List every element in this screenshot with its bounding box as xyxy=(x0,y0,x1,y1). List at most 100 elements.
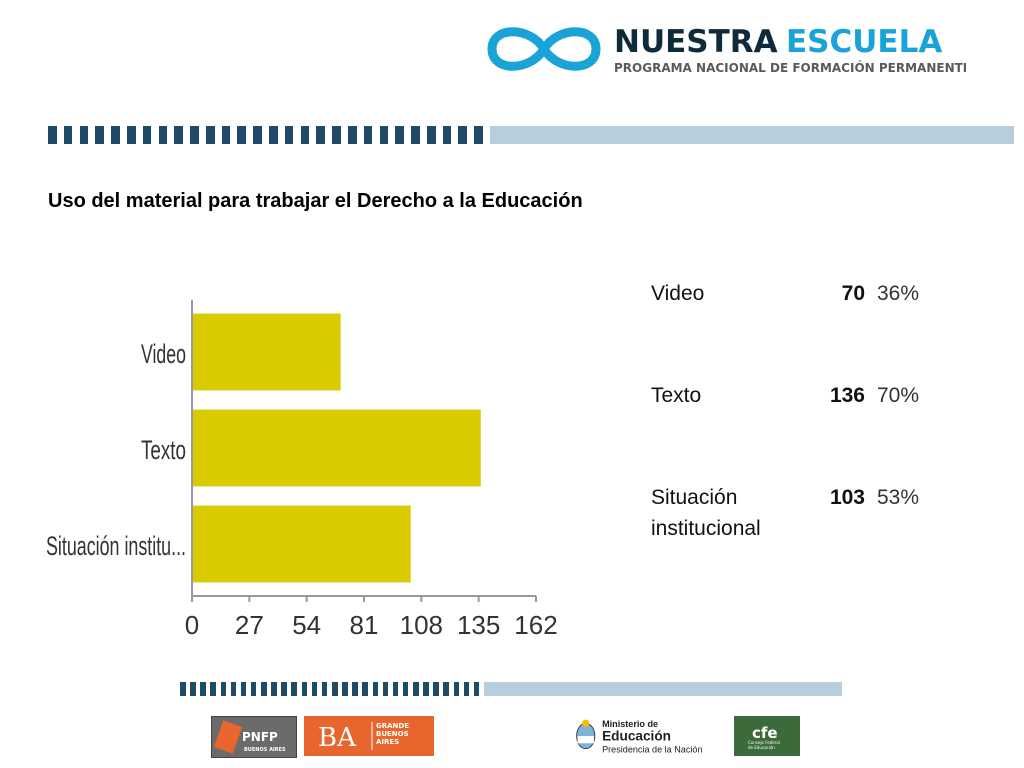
stripe-dash xyxy=(111,126,120,144)
stripe-dash xyxy=(210,682,216,696)
stripe-dash xyxy=(382,682,389,696)
stripe-dash xyxy=(342,682,348,696)
stripe-dash xyxy=(411,126,420,144)
stripe-dash xyxy=(200,682,206,696)
pnfp-sub: BUENOS AIRES xyxy=(244,747,286,753)
row-percent: 53% xyxy=(877,486,920,509)
row-percent: 36% xyxy=(877,282,920,305)
x-tick-label-1: 27 xyxy=(235,610,264,640)
x-tick-label-5: 135 xyxy=(457,610,500,640)
x-tick-label-2: 54 xyxy=(292,610,321,640)
cfe-text: cfe xyxy=(752,724,778,742)
stripe-dash xyxy=(63,126,73,144)
stripe-dash xyxy=(79,126,89,144)
stripe-dash xyxy=(221,126,231,144)
summary-table: Video 70 36% Texto 136 70% Situación ins… xyxy=(651,278,971,584)
category-label-1: Texto xyxy=(141,435,186,465)
stripe-dash xyxy=(379,126,389,144)
stripe-dash xyxy=(442,126,452,144)
stripe-dash xyxy=(253,126,262,144)
stripe-dash xyxy=(332,682,338,696)
stripe-dash xyxy=(433,682,439,696)
argentina-shield-icon xyxy=(576,719,596,750)
bar-2 xyxy=(193,505,411,583)
stripe-dash xyxy=(473,682,480,696)
stripe-dash xyxy=(347,126,357,144)
stripe-dash xyxy=(372,682,379,696)
ba-text: BA xyxy=(318,723,357,753)
stripe-dash xyxy=(443,682,450,696)
x-tick-label-0: 0 xyxy=(185,610,199,640)
bottom-divider-stripe xyxy=(180,682,842,696)
cfe-logo: cfe Consejo Federal de Educación xyxy=(734,716,800,756)
footer-logos: PNFP BUENOS AIRES BA GRANDE BUENOS AIRES… xyxy=(180,712,820,760)
stripe-dash xyxy=(271,682,277,696)
stripe-dash xyxy=(352,682,358,696)
row-label: Video xyxy=(651,282,705,305)
ministerio-line-3: Presidencia de la Nación xyxy=(602,744,702,754)
stripe-dash xyxy=(395,126,404,144)
stripe-dash xyxy=(237,126,247,144)
stripe-dash xyxy=(291,682,298,696)
stripe-dash xyxy=(362,682,368,696)
stripe-dash xyxy=(174,126,183,144)
stripe-dash xyxy=(463,682,470,696)
stripe-dash xyxy=(392,682,399,696)
stripe-dash xyxy=(250,682,257,696)
brand-title-a: NUESTRA xyxy=(614,24,778,60)
stripe-dash xyxy=(300,126,310,144)
stripe-dash xyxy=(413,682,419,696)
stripe-dash xyxy=(190,682,196,696)
ministerio-educacion-logo: Ministerio de Educación Presidencia de l… xyxy=(576,719,703,754)
row-label: Situación institucional xyxy=(651,486,761,540)
brand-title-b: ESCUELA xyxy=(786,24,942,60)
stripe-dash xyxy=(48,126,57,144)
ministerio-line-2: Educación xyxy=(602,729,671,744)
stripe-dash xyxy=(281,682,287,696)
stripe-dash xyxy=(126,126,136,144)
category-label-2: Situación institu... xyxy=(46,531,186,561)
stripe-dash xyxy=(301,682,308,696)
stripe-dash xyxy=(426,126,436,144)
cfe-sub: Consejo Federal de Educación xyxy=(748,740,780,750)
table-row: Texto 136 70% xyxy=(651,380,971,482)
brand-subtitle: PROGRAMA NACIONAL DE FORMACIÓN PERMANENT… xyxy=(614,60,966,75)
stripe-dash xyxy=(402,682,409,696)
stripe-dash xyxy=(240,682,247,696)
ministerio-line-1: Ministerio de xyxy=(602,719,658,729)
slide-title: Uso del material para trabajar el Derech… xyxy=(48,190,583,212)
bar-0 xyxy=(193,313,341,391)
row-count: 103 xyxy=(829,486,865,509)
row-count: 70 xyxy=(841,282,865,305)
stripe-dash xyxy=(453,682,460,696)
stripe-dash xyxy=(311,682,318,696)
bar-1 xyxy=(193,409,481,487)
stripe-dash xyxy=(316,126,326,144)
stripe-dash xyxy=(220,682,227,696)
stripe-dash xyxy=(190,126,199,144)
x-tick-label-3: 81 xyxy=(350,610,379,640)
stripe-dash xyxy=(332,126,341,144)
x-tick-label-4: 108 xyxy=(400,610,443,640)
stripe-dash xyxy=(261,682,267,696)
stripe-dash xyxy=(230,682,237,696)
nuestra-escuela-logo: NUESTRA ESCUELA PROGRAMA NACIONAL DE FOR… xyxy=(487,24,966,75)
stripe-dash xyxy=(458,126,468,144)
horizontal-bar-chart: Video Texto Situación institu... 0 27 54 81 10… xyxy=(46,300,558,640)
row-count: 136 xyxy=(829,384,865,407)
ba-sub: GRANDE BUENOS AIRES xyxy=(376,722,410,746)
pnfp-logo: PNFP BUENOS AIRES xyxy=(211,716,297,758)
stripe-dash xyxy=(158,126,168,144)
ba-logo: BA GRANDE BUENOS AIRES xyxy=(304,716,434,756)
table-row: Video 70 36% xyxy=(651,278,971,380)
stripe-dash xyxy=(474,126,483,144)
x-tick-label-6: 162 xyxy=(514,610,557,640)
pnfp-text: PNFP xyxy=(242,730,278,744)
stripe-dash xyxy=(423,682,429,696)
stripe-dash xyxy=(363,126,373,144)
stripe-dash xyxy=(205,126,215,144)
row-label: Texto xyxy=(651,384,702,407)
stripe-tail xyxy=(490,126,1014,144)
stripe-dash xyxy=(284,126,294,144)
infinity-icon xyxy=(487,27,601,71)
